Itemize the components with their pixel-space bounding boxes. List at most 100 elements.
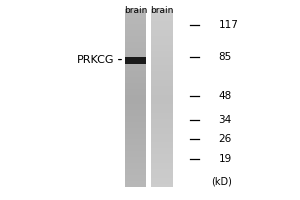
Bar <box>152 95 173 98</box>
Bar <box>125 178 146 181</box>
Text: 117: 117 <box>218 20 238 30</box>
Bar <box>152 166 173 169</box>
Bar <box>152 131 173 134</box>
Bar <box>125 92 146 95</box>
Text: 19: 19 <box>218 154 232 164</box>
Bar <box>125 71 146 74</box>
Bar <box>125 45 146 48</box>
Bar <box>152 74 173 77</box>
Bar <box>152 172 173 175</box>
Bar <box>152 57 173 60</box>
Bar <box>152 71 173 74</box>
Bar <box>125 83 146 86</box>
Bar <box>152 175 173 178</box>
Bar <box>125 145 146 148</box>
Bar <box>152 142 173 145</box>
Bar <box>125 48 146 51</box>
Bar <box>152 181 173 184</box>
Bar <box>125 51 146 54</box>
Bar <box>125 154 146 157</box>
Bar <box>125 172 146 175</box>
Bar <box>152 51 173 54</box>
Bar <box>152 30 173 33</box>
Text: 48: 48 <box>218 91 232 101</box>
Bar <box>152 139 173 142</box>
Bar <box>152 169 173 172</box>
Text: PRKCG: PRKCG <box>77 55 114 65</box>
Bar <box>152 119 173 122</box>
Bar <box>125 42 146 45</box>
Text: brain: brain <box>151 6 174 15</box>
Text: (kD): (kD) <box>211 177 232 187</box>
Bar <box>125 57 146 60</box>
Bar <box>125 12 146 15</box>
Bar <box>125 86 146 89</box>
Bar <box>125 169 146 172</box>
Bar <box>125 142 146 145</box>
Text: 85: 85 <box>218 52 232 62</box>
Bar <box>152 145 173 148</box>
Bar <box>152 21 173 24</box>
Bar <box>152 163 173 166</box>
Bar <box>152 134 173 136</box>
Bar <box>152 27 173 30</box>
Bar <box>152 36 173 39</box>
Bar <box>152 184 173 187</box>
Bar <box>152 125 173 128</box>
Bar <box>152 101 173 104</box>
Text: brain: brain <box>124 6 147 15</box>
Bar <box>152 128 173 131</box>
Bar <box>152 98 173 101</box>
Bar <box>152 178 173 181</box>
Bar <box>125 131 146 134</box>
Bar <box>125 116 146 119</box>
Bar <box>125 119 146 122</box>
Bar <box>125 166 146 169</box>
Bar <box>152 160 173 163</box>
Bar <box>125 110 146 113</box>
Bar <box>125 122 146 125</box>
Bar <box>152 113 173 116</box>
Bar <box>152 15 173 18</box>
Bar <box>152 9 173 12</box>
Bar <box>125 63 146 65</box>
Bar <box>152 65 173 68</box>
Bar <box>152 148 173 151</box>
Bar <box>152 68 173 71</box>
Bar <box>152 24 173 27</box>
Bar <box>125 134 146 136</box>
Bar <box>125 18 146 21</box>
Bar <box>152 83 173 86</box>
Bar <box>152 104 173 107</box>
Bar <box>125 107 146 110</box>
Bar <box>152 110 173 113</box>
Bar <box>125 9 146 12</box>
Bar <box>152 39 173 42</box>
Bar <box>125 68 146 71</box>
Bar <box>125 95 146 98</box>
Bar <box>152 92 173 95</box>
Bar <box>125 74 146 77</box>
Bar <box>125 89 146 92</box>
Text: 34: 34 <box>218 115 232 125</box>
Bar <box>125 184 146 187</box>
Bar <box>125 24 146 27</box>
Bar <box>152 116 173 119</box>
Bar <box>125 163 146 166</box>
Bar <box>125 136 146 139</box>
Bar <box>125 39 146 42</box>
Bar <box>152 18 173 21</box>
Bar <box>125 125 146 128</box>
Bar <box>125 80 146 83</box>
Bar <box>152 86 173 89</box>
Bar <box>125 160 146 163</box>
Bar <box>152 151 173 154</box>
Bar <box>125 36 146 39</box>
Bar <box>125 104 146 107</box>
Bar <box>152 48 173 51</box>
Bar <box>125 113 146 116</box>
Bar <box>152 136 173 139</box>
Bar <box>152 154 173 157</box>
Bar <box>125 21 146 24</box>
Bar <box>152 54 173 57</box>
